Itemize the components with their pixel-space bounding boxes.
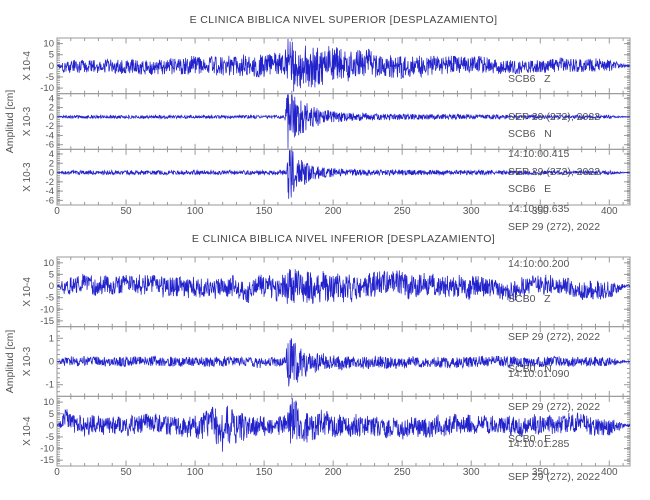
trace-annotation-scb6-n: SCB6 N SEP 29 (272), 2022 14:10:00.635 — [508, 103, 600, 241]
date-label: SEP 29 (272), 2022 — [508, 400, 601, 413]
station-channel-label: SCB0 Z — [508, 293, 551, 305]
svg-text:350: 350 — [532, 206, 549, 217]
svg-text:0: 0 — [49, 112, 54, 123]
svg-text:2: 2 — [49, 103, 54, 114]
svg-text:250: 250 — [394, 467, 411, 478]
time-label: 14:10:00.200 — [508, 258, 570, 270]
date-label: SEP 29 (272), 2022 — [508, 165, 601, 178]
svg-text:Amplitud [cm]: Amplitud [cm] — [4, 90, 16, 154]
station-channel-label: SCB6 Z — [508, 73, 551, 85]
svg-text:X 10-3: X 10-3 — [22, 346, 33, 376]
svg-text:-6: -6 — [46, 140, 54, 151]
svg-text:X 10-3: X 10-3 — [22, 162, 33, 192]
svg-text:0: 0 — [49, 357, 54, 368]
trace-annotation-scb0-n: SCB0 N SEP 29 (272), 2022 14:10:01.285 — [508, 338, 600, 476]
svg-text:4: 4 — [49, 93, 54, 104]
date-label: SEP 29 (272), 2022 — [508, 330, 601, 343]
svg-text:-2: -2 — [46, 177, 54, 188]
svg-text:-15: -15 — [40, 316, 54, 327]
svg-text:350: 350 — [532, 467, 549, 478]
svg-text:-10: -10 — [40, 444, 54, 455]
svg-text:X 10-4: X 10-4 — [22, 416, 33, 446]
svg-text:10: 10 — [43, 39, 54, 50]
svg-text:-15: -15 — [40, 455, 54, 466]
time-label: 14:10:00.635 — [508, 203, 570, 215]
svg-text:300: 300 — [463, 206, 480, 217]
svg-text:-2: -2 — [46, 121, 54, 132]
svg-text:400: 400 — [601, 206, 618, 217]
panel-title-superior: E CLINICA BIBLICA NIVEL SUPERIOR [DESPLA… — [189, 14, 498, 26]
svg-text:-4: -4 — [46, 186, 54, 197]
trace-annotation-scb0-e: SCB0 E SEP 29 (272), 2022 14:10:00.505 — [508, 408, 600, 500]
svg-text:100: 100 — [187, 467, 204, 478]
svg-text:10: 10 — [43, 397, 54, 408]
svg-text:-1: -1 — [46, 380, 54, 391]
time-label: 14:10:01.285 — [508, 438, 570, 450]
svg-text:50: 50 — [120, 206, 132, 217]
svg-text:5: 5 — [49, 409, 54, 420]
svg-text:X 10-3: X 10-3 — [22, 106, 33, 136]
panel-title-inferior: E CLINICA BIBLICA NIVEL INFERIOR [DESPLA… — [191, 233, 496, 245]
svg-text:250: 250 — [394, 206, 411, 217]
svg-text:0: 0 — [49, 61, 54, 72]
svg-text:200: 200 — [325, 206, 342, 217]
svg-text:0: 0 — [49, 281, 54, 292]
svg-text:5: 5 — [49, 50, 54, 61]
station-channel-label: SCB6 N — [508, 128, 552, 140]
svg-text:0: 0 — [54, 467, 60, 478]
svg-text:1: 1 — [49, 333, 54, 344]
station-channel-label: SCB0 E — [508, 433, 552, 445]
svg-text:200: 200 — [325, 467, 342, 478]
svg-text:-5: -5 — [46, 72, 54, 83]
trace-annotation-scb0-z: SCB0 Z SEP 29 (272), 2022 14:10:01.090 — [508, 268, 600, 406]
svg-text:150: 150 — [256, 467, 273, 478]
station-channel-label: SCB0 N — [508, 363, 552, 375]
station-channel-label: SCB6 E — [508, 183, 552, 195]
svg-text:150: 150 — [256, 206, 273, 217]
trace-annotation-scb6-e: SCB6 E SEP 29 (272), 2022 14:10:00.200 — [508, 158, 600, 296]
svg-text:-5: -5 — [46, 293, 54, 304]
svg-text:0: 0 — [54, 206, 60, 217]
time-label: 14:10:00.415 — [508, 148, 570, 160]
svg-text:X 10-4: X 10-4 — [22, 277, 33, 307]
svg-text:10: 10 — [43, 258, 54, 269]
svg-text:Amplitud [cm]: Amplitud [cm] — [4, 330, 16, 394]
svg-text:100: 100 — [187, 206, 204, 217]
svg-text:300: 300 — [463, 467, 480, 478]
date-label: SEP 29 (272), 2022 — [508, 110, 601, 123]
svg-text:0: 0 — [49, 168, 54, 179]
svg-text:-4: -4 — [46, 130, 54, 141]
date-label: SEP 29 (272), 2022 — [508, 470, 601, 483]
svg-text:0: 0 — [49, 420, 54, 431]
svg-text:400: 400 — [601, 467, 618, 478]
svg-text:-6: -6 — [46, 195, 54, 206]
svg-text:-10: -10 — [40, 304, 54, 315]
svg-text:50: 50 — [120, 467, 132, 478]
svg-text:X 10-4: X 10-4 — [22, 51, 33, 81]
trace-annotation-scb6-z: SCB6 Z SEP 29 (272), 2022 14:10:00.415 — [508, 48, 600, 186]
svg-text:-5: -5 — [46, 432, 54, 443]
svg-text:5: 5 — [49, 269, 54, 280]
svg-text:-10: -10 — [40, 83, 54, 94]
date-label: SEP 29 (272), 2022 — [508, 220, 601, 233]
svg-text:4: 4 — [49, 149, 54, 160]
svg-text:2: 2 — [49, 158, 54, 169]
time-label: 14:10:01.090 — [508, 368, 570, 380]
